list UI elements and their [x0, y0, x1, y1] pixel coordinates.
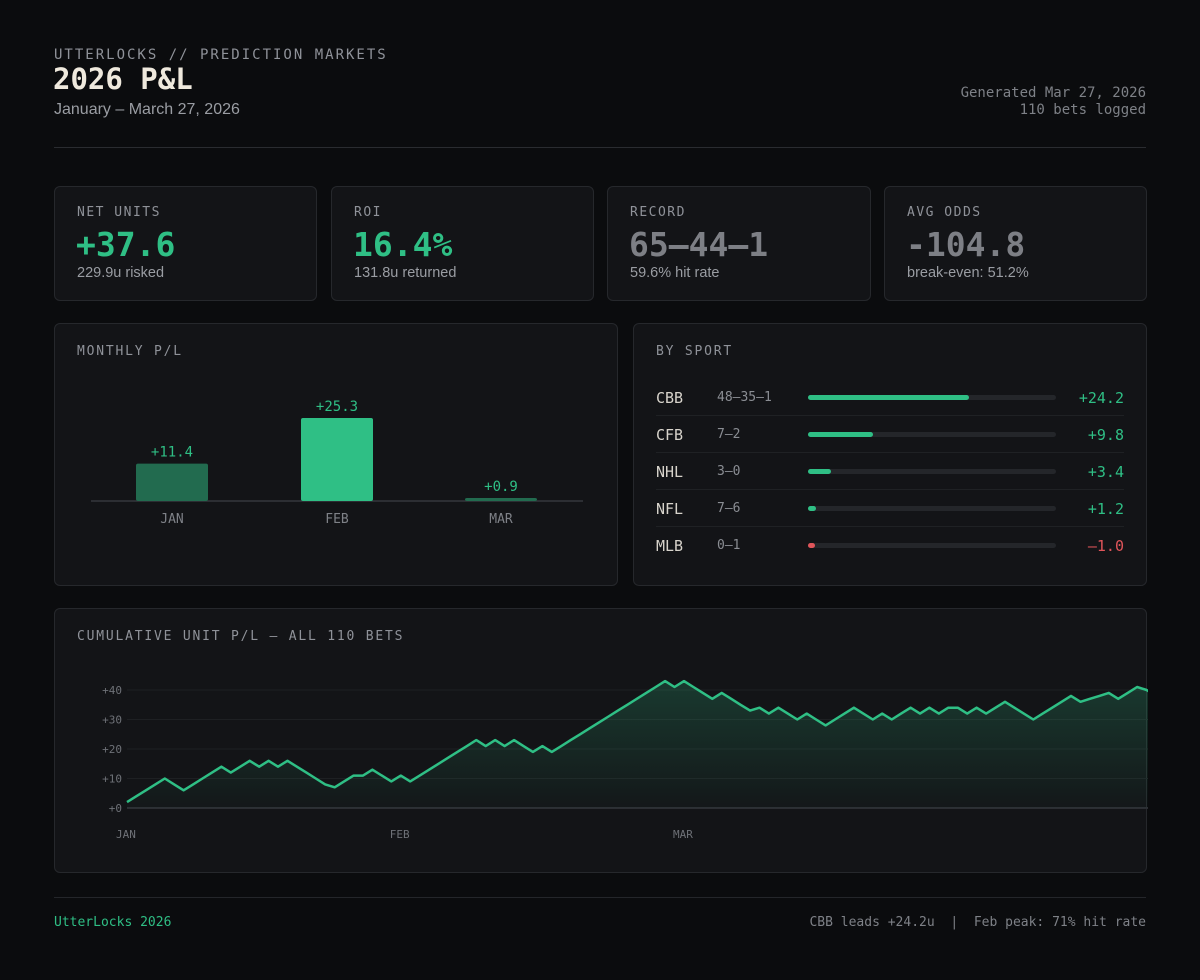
- x-tick-label: JAN: [116, 828, 136, 841]
- sport-record: 7–6: [717, 501, 741, 516]
- cumulative-line: [126, 679, 1148, 804]
- kpi-label: AVG ODDS: [907, 205, 982, 220]
- x-tick-label: MAR: [673, 828, 693, 841]
- sport-bar-track: [808, 432, 1056, 437]
- kpi-value: -104.8: [906, 225, 1026, 264]
- bar-category-label: MAR: [489, 512, 513, 527]
- bar-mar: [465, 498, 537, 501]
- kpi-label: ROI: [354, 205, 382, 220]
- y-tick-label: +30: [102, 714, 122, 727]
- kpi-card-record: RECORD 65–44–1 59.6% hit rate: [607, 186, 871, 301]
- kpi-label: RECORD: [630, 205, 686, 220]
- sport-units: –1.0: [1087, 537, 1124, 555]
- page-title: 2026 P&L: [53, 62, 193, 96]
- bar-feb: [301, 418, 373, 501]
- monthly-pl-chart: +11.4 JAN +25.3 FEB +0.9 MAR: [91, 399, 583, 527]
- bar-value-label: +25.3: [316, 399, 358, 415]
- sport-bar-fill: [808, 506, 816, 511]
- kpi-card-avg-odds: AVG ODDS -104.8 break-even: 51.2%: [884, 186, 1147, 301]
- y-tick-label: +20: [102, 743, 122, 756]
- sport-bar-track: [808, 469, 1056, 474]
- bets-logged: 110 bets logged: [1019, 102, 1146, 118]
- sport-record: 48–35–1: [717, 390, 772, 405]
- bar-category-label: FEB: [325, 512, 349, 527]
- bar-value-label: +0.9: [484, 479, 518, 495]
- kpi-card-net-units: NET UNITS +37.6 229.9u risked: [54, 186, 317, 301]
- footer-brand: UtterLocks 2026: [54, 915, 172, 930]
- sport-record: 7–2: [717, 427, 741, 442]
- sport-units: +3.4: [1087, 463, 1124, 481]
- sport-bar-fill: [808, 395, 970, 400]
- sport-bar-track: [808, 395, 1056, 400]
- by-sport-card: BY SPORT CBB 48–35–1 +24.2 CFB 7–2 +9.8 NHL 3–0…: [633, 323, 1147, 586]
- brand-label: UTTERLOCKS // PREDICTION MARKETS: [54, 47, 388, 63]
- sport-bar-fill: [808, 469, 831, 474]
- footer-divider: [54, 897, 1146, 898]
- bar-jan: [136, 463, 208, 501]
- sport-row-nhl: NHL 3–0 +3.4: [656, 453, 1124, 490]
- kpi-value: 65–44–1: [629, 225, 769, 264]
- kpi-value: 16.4%: [353, 225, 453, 264]
- cumulative-pl-title: CUMULATIVE UNIT P/L — ALL 110 BETS: [77, 629, 405, 644]
- y-tick-label: +40: [102, 684, 122, 697]
- sport-row-nfl: NFL 7–6 +1.2: [656, 490, 1124, 527]
- kpi-value: +37.6: [76, 225, 176, 264]
- sport-bar-track: [808, 543, 1056, 548]
- header-divider: [54, 147, 1146, 148]
- cumulative-area: [127, 681, 1148, 808]
- kpi-sub: 59.6% hit rate: [630, 265, 720, 281]
- kpi-label: NET UNITS: [77, 205, 161, 220]
- sport-record: 0–1: [717, 538, 741, 553]
- generated-info: Generated Mar 27, 2026 110 bets logged: [961, 85, 1146, 119]
- y-tick-label: +10: [102, 773, 122, 786]
- sport-row-cbb: CBB 48–35–1 +24.2: [656, 379, 1124, 416]
- sport-name: CBB: [656, 389, 684, 407]
- sport-record: 3–0: [717, 464, 741, 479]
- x-tick-label: FEB: [390, 828, 410, 841]
- kpi-sub: 229.9u risked: [77, 265, 165, 281]
- sport-bar-track: [808, 506, 1056, 511]
- cumulative-pl-card: CUMULATIVE UNIT P/L — ALL 110 BETS +0 +10…: [54, 608, 1148, 873]
- sport-row-cfb: CFB 7–2 +9.8: [656, 416, 1124, 453]
- sport-name: NHL: [656, 463, 684, 481]
- footer-summary: CBB leads +24.2u | Feb peak: 71% hit rat…: [809, 915, 1146, 930]
- bar-category-label: JAN: [160, 512, 183, 527]
- y-tick-label: +0: [109, 802, 122, 815]
- sport-units: +24.2: [1078, 389, 1124, 407]
- monthly-pl-title: MONTHLY P/L: [77, 344, 183, 359]
- sport-row-mlb: MLB 0–1 –1.0: [656, 527, 1124, 564]
- generated-date: Generated Mar 27, 2026: [960, 85, 1146, 101]
- date-range: January – March 27, 2026: [54, 101, 240, 118]
- sport-name: MLB: [656, 537, 684, 555]
- sport-units: +1.2: [1087, 500, 1124, 518]
- kpi-card-roi: ROI 16.4% 131.8u returned: [331, 186, 594, 301]
- by-sport-title: BY SPORT: [656, 344, 734, 359]
- sport-units: +9.8: [1087, 426, 1124, 444]
- kpi-sub: break-even: 51.2%: [907, 265, 1029, 281]
- kpi-sub: 131.8u returned: [354, 265, 457, 281]
- monthly-pl-card: MONTHLY P/L +11.4 JAN +25.3 FEB +0.9 MAR: [54, 323, 618, 586]
- sport-bar-fill: [808, 432, 874, 437]
- sport-bar-fill: [808, 543, 816, 548]
- bar-value-label: +11.4: [151, 445, 193, 461]
- sport-name: CFB: [656, 426, 684, 444]
- sport-name: NFL: [656, 500, 684, 518]
